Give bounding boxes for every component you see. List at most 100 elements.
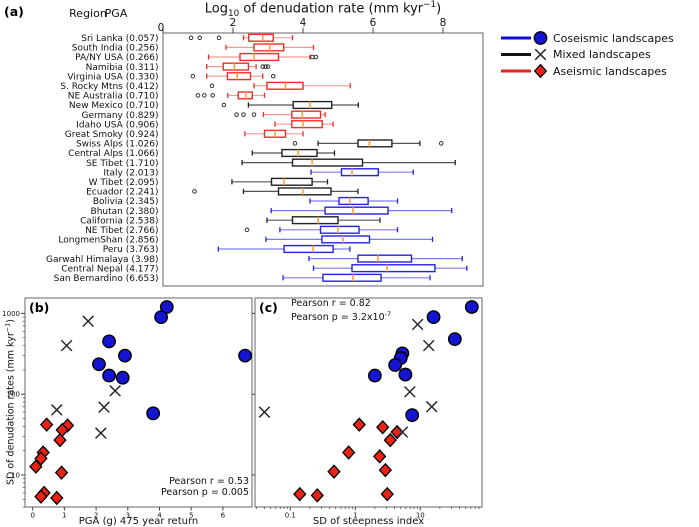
region-row-label: Bolivia (2.345) [93, 197, 159, 207]
mixed-point [422, 339, 435, 352]
box-aseismic [239, 52, 280, 62]
legend-label-coseismic: Coseismic landscapes [553, 31, 674, 45]
outlier-point [439, 141, 444, 146]
mixed-point [258, 406, 271, 418]
outlier-point [271, 73, 276, 79]
box-coseismic [324, 206, 389, 215]
box-mixed [357, 139, 393, 148]
box-coseismic [283, 244, 334, 254]
x-tick-label-c: 0.1 [285, 512, 296, 520]
region-row-label: Central Alps (1.066) [68, 149, 158, 159]
outlier-point [234, 112, 239, 117]
ylabel-text-post: ) [5, 319, 17, 323]
region-row-label: Sri Lanka (0.057) [81, 34, 158, 44]
y-axis-label-b: SD of denudation rates (mm kyr−1) [3, 319, 16, 485]
coseismic-point [102, 368, 116, 383]
x-tick-label-a: 0 [158, 22, 165, 34]
coseismic-point [398, 367, 413, 382]
box-aseismic [226, 72, 252, 81]
pearson-p-c-superscript: -7 [384, 310, 392, 318]
title-text: Log [204, 1, 228, 17]
aseismic-point [327, 464, 341, 479]
x-tick-label-b: 4 [157, 512, 162, 520]
region-row-label: LongmenShan (2.856) [58, 236, 158, 246]
panel-c-letter: (c) [259, 300, 278, 315]
region-row-label: NE Australia (0.710) [68, 92, 159, 102]
outlier-point [188, 35, 194, 41]
box-coseismic [357, 254, 413, 263]
region-row-label: NE Tibet (2.766) [85, 226, 158, 236]
pearson-p-c: Pearson p = 3.2x10-7 [291, 309, 391, 323]
box-coseismic [322, 273, 382, 282]
box-coseismic [351, 264, 436, 273]
box-mixed [291, 216, 339, 225]
box-coseismic [321, 235, 371, 244]
coseismic-point [146, 406, 161, 421]
column-header-region: Region [69, 7, 107, 20]
panel-a-frame [162, 32, 484, 287]
region-row-label: Central Nepal (4.177) [61, 264, 158, 274]
region-row-label: California (2.538) [80, 216, 158, 226]
aseismic-point [293, 486, 307, 502]
pearson-p-c-text: Pearson p = 3.2x10 [291, 312, 385, 324]
aseismic-point [29, 459, 43, 474]
aseismic-point [53, 432, 67, 448]
region-row-label: Ecuador (2.241) [86, 188, 158, 198]
y-tick-label-b: 100 [7, 391, 20, 399]
outlier-point [265, 64, 271, 69]
x-tick-label-b: 1 [62, 512, 66, 520]
outlier-point [221, 102, 227, 108]
aseismic-point [533, 63, 548, 79]
outlier-point [190, 73, 195, 79]
title-subscript: 10 [227, 8, 240, 19]
box-coseismic [319, 225, 360, 234]
region-row-label: Peru (3.763) [103, 245, 159, 255]
mixed-point [411, 318, 424, 331]
mixed-point [60, 339, 73, 352]
coseismic-point [405, 408, 420, 423]
x-tick-label-b: 5 [189, 512, 193, 520]
title-text-mid: of denudation rate (mm kyr [239, 1, 424, 17]
coseismic-point [426, 310, 441, 324]
outlier-point [197, 35, 202, 41]
outlier-point [251, 112, 257, 117]
panel-b-letter: (b) [29, 300, 50, 315]
x-tick-label-c: 10 [416, 512, 425, 520]
region-row-label: Garwahl Himalaya (3.98) [46, 255, 158, 265]
panel-c-frame [254, 297, 483, 508]
outlier-point [263, 64, 268, 69]
coseismic-point [464, 300, 479, 314]
box-mixed [291, 158, 364, 167]
coseismic-point [102, 334, 116, 349]
y-tick-label-b: 1000 [2, 310, 20, 318]
aseismic-point [34, 451, 48, 466]
region-row-label: Great Smoky (0.924) [65, 130, 159, 140]
box-coseismic [338, 196, 369, 206]
region-row-label: Idaho USA (0.906) [76, 120, 158, 130]
mixed-point [82, 315, 95, 328]
chart-a-title: Log10 of denudation rate (mm kyr−1) [163, 0, 483, 19]
region-row-label: Virginia USA (0.330) [67, 72, 158, 82]
y-tick-label-b: 10 [11, 472, 20, 480]
pearson-r-c: Pearson r = 0.82 [291, 298, 371, 309]
coseismic-point [533, 31, 548, 45]
region-row-label: SE Tibet (1.710) [86, 159, 158, 169]
coseismic-point [92, 357, 106, 372]
x-tick-label-b: 3 [126, 512, 130, 520]
coseismic-point [159, 300, 174, 314]
region-row-label: New Mexico (0.710) [69, 101, 159, 111]
outlier-point [210, 93, 215, 98]
aseismic-point [372, 449, 387, 464]
x-tick-label-a: 8 [440, 17, 447, 29]
x-tick-label-b: 2 [94, 512, 98, 520]
mixed-point [50, 404, 63, 416]
x-axis-label-c: SD of steepness index [312, 516, 425, 527]
x-axis-label-b: PGA (g) 475 year return [78, 516, 199, 527]
pearson-stats-c: Pearson r = 0.82 Pearson p = 3.2x10-7 [291, 298, 391, 323]
coseismic-point [367, 368, 382, 383]
box-aseismic [222, 62, 250, 71]
box-mixed [277, 187, 332, 196]
region-row-label: S. Rocky Mtns (0.412) [60, 82, 158, 92]
coseismic-point [118, 348, 132, 363]
